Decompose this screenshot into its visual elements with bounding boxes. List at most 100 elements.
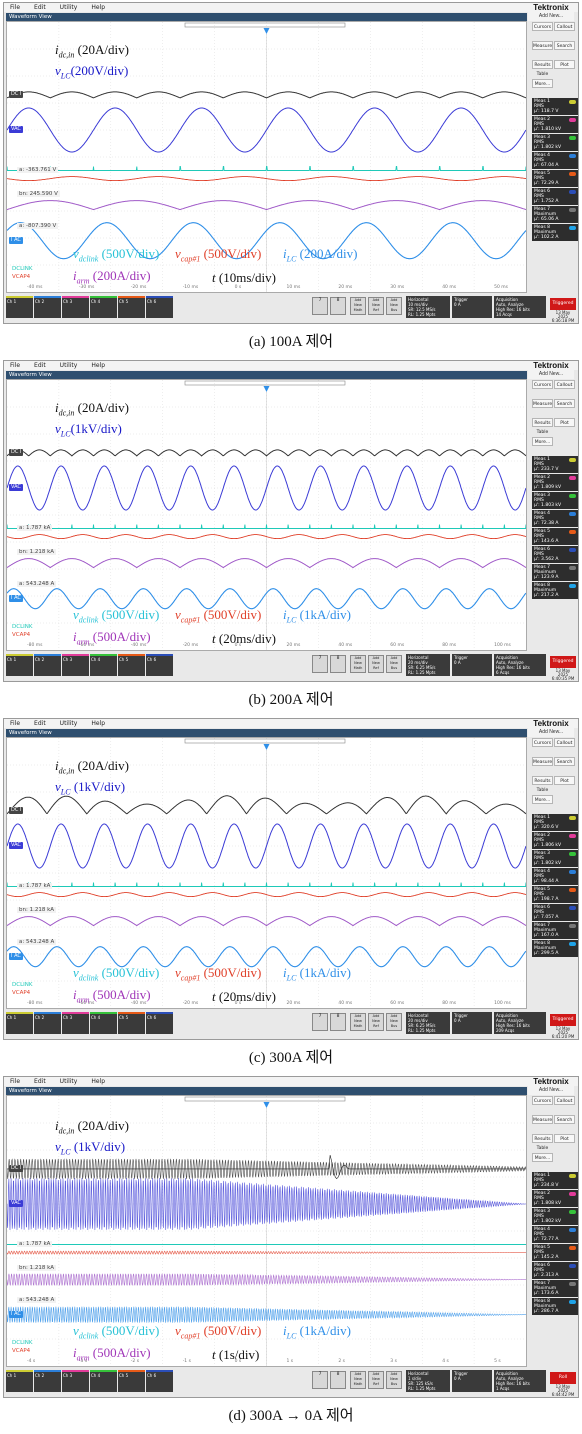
side-button-callout[interactable]: Callout: [554, 738, 575, 747]
add-new-bus-button[interactable]: Add New Bus: [386, 1371, 402, 1389]
channel-label-dci[interactable]: DC I: [9, 90, 24, 98]
button-8[interactable]: 8: [330, 1371, 346, 1389]
menu-item[interactable]: Help: [91, 1078, 106, 1085]
add-new-ref-button[interactable]: Add New Ref: [368, 297, 384, 315]
measurement-badge[interactable]: Meas 2 RMS μ': 1.810 kV: [532, 116, 578, 133]
menu-item[interactable]: Utility: [59, 1078, 78, 1085]
channel-badge-4[interactable]: Ch 4: [90, 296, 117, 318]
acquisition-settings[interactable]: Acquisition Auto, Analyze High Res: 16 bit…: [494, 654, 546, 676]
side-button-search[interactable]: Search: [554, 1115, 575, 1124]
menu-item[interactable]: Edit: [34, 4, 46, 11]
channel-badge-2[interactable]: Ch 2: [34, 296, 61, 318]
side-button-plot[interactable]: Plot: [554, 776, 575, 785]
measurement-badge[interactable]: Meas 3 RMS μ': 1.802 kV: [532, 134, 578, 151]
channel-badge-3[interactable]: Ch 3: [62, 1012, 89, 1034]
channel-badge-5[interactable]: Ch 5: [118, 1012, 145, 1034]
side-button-callout[interactable]: Callout: [554, 1096, 575, 1105]
measurement-badge[interactable]: Meas 1 RMS μ': 234.8 V: [532, 1172, 578, 1189]
channel-label-iac[interactable]: I AC: [9, 1310, 23, 1318]
channel-badge-5[interactable]: Ch 5: [118, 296, 145, 318]
channel-label-vac[interactable]: VAC: [9, 1200, 23, 1207]
channel-badge-4[interactable]: Ch 4: [90, 654, 117, 676]
channel-badge-1[interactable]: Ch 1: [6, 1370, 33, 1392]
side-button-results-table[interactable]: Results Table: [532, 60, 553, 77]
add-new-math-button[interactable]: Add New Math: [350, 1013, 366, 1031]
menu-item[interactable]: Utility: [59, 4, 78, 11]
button-8[interactable]: 8: [330, 297, 346, 315]
measurement-badge[interactable]: Meas 3 RMS μ': 1.802 kV: [532, 850, 578, 867]
channel-badge-3[interactable]: Ch 3: [62, 654, 89, 676]
add-new-ref-button[interactable]: Add New Ref: [368, 1371, 384, 1389]
channel-badge-6[interactable]: Ch 6: [146, 1012, 173, 1034]
button-7[interactable]: 7: [312, 1371, 328, 1389]
side-button-plot[interactable]: Plot: [554, 1134, 575, 1143]
channel-label-iac[interactable]: I AC: [9, 952, 23, 960]
side-button-callout[interactable]: Callout: [554, 22, 575, 31]
add-new-button[interactable]: Add New...: [538, 371, 564, 377]
add-new-ref-button[interactable]: Add New Ref: [368, 1013, 384, 1031]
channel-label-iac[interactable]: I AC: [9, 236, 23, 244]
measurement-badge[interactable]: Meas 3 RMS μ': 1.802 kV: [532, 1208, 578, 1225]
channel-badge-3[interactable]: Ch 3: [62, 1370, 89, 1392]
side-button-search[interactable]: Search: [554, 41, 575, 50]
measurement-badge[interactable]: Meas 7 Maximum μ': 167.0 A: [532, 922, 578, 939]
menu-item[interactable]: File: [10, 1078, 21, 1085]
side-button-search[interactable]: Search: [554, 399, 575, 408]
channel-label-dci[interactable]: DC I: [9, 448, 24, 456]
channel-badge-2[interactable]: Ch 2: [34, 1370, 61, 1392]
button-7[interactable]: 7: [312, 655, 328, 673]
side-button-cursors[interactable]: Cursors: [532, 380, 553, 389]
menu-item[interactable]: Edit: [34, 1078, 46, 1085]
channel-badge-4[interactable]: Ch 4: [90, 1012, 117, 1034]
button-8[interactable]: 8: [330, 1013, 346, 1031]
horizontal-settings[interactable]: Horizontal 10 ms/div SR: 12.5 MS/s RL: 1.25…: [406, 296, 450, 318]
add-new-math-button[interactable]: Add New Math: [350, 655, 366, 673]
add-new-bus-button[interactable]: Add New Bus: [386, 655, 402, 673]
trigger-settings[interactable]: Trigger 0 A: [452, 1370, 492, 1392]
button-7[interactable]: 7: [312, 297, 328, 315]
channel-badge-1[interactable]: Ch 1: [6, 654, 33, 676]
menu-item[interactable]: File: [10, 362, 21, 369]
measurement-badge[interactable]: Meas 2 RMS μ': 1.806 kV: [532, 832, 578, 849]
side-button-cursors[interactable]: Cursors: [532, 1096, 553, 1105]
channel-badge-5[interactable]: Ch 5: [118, 1370, 145, 1392]
measurement-badge[interactable]: Meas 5 RMS μ': 145.2 A: [532, 1244, 578, 1261]
measurement-badge[interactable]: Meas 1 RMS μ': 118.7 V: [532, 98, 578, 115]
channel-label-dci[interactable]: DC I: [9, 806, 24, 814]
add-new-math-button[interactable]: Add New Math: [350, 1371, 366, 1389]
menu-item[interactable]: Help: [91, 720, 106, 727]
side-button-search[interactable]: Search: [554, 757, 575, 766]
trigger-settings[interactable]: Trigger 0 A: [452, 1012, 492, 1034]
measurement-badge[interactable]: Meas 3 RMS μ': 1.803 kV: [532, 492, 578, 509]
add-new-ref-button[interactable]: Add New Ref: [368, 655, 384, 673]
add-new-bus-button[interactable]: Add New Bus: [386, 1013, 402, 1031]
measurement-badge[interactable]: Meas 4 RMS μ': 72.77 A: [532, 1226, 578, 1243]
measurement-badge[interactable]: Meas 8 Maximum μ': 217.2 A: [532, 582, 578, 599]
acquisition-settings[interactable]: Acquisition Auto, Analyze High Res: 16 bit…: [494, 1370, 546, 1392]
measurement-badge[interactable]: Meas 8 Maximum μ': 286.7 A: [532, 1298, 578, 1315]
trigger-status-badge[interactable]: Triggered: [550, 1014, 576, 1026]
channel-badge-6[interactable]: Ch 6: [146, 296, 173, 318]
trigger-status-badge[interactable]: Roll: [550, 1372, 576, 1384]
channel-badge-3[interactable]: Ch 3: [62, 296, 89, 318]
measurement-badge[interactable]: Meas 4 RMS μ': 67.04 A: [532, 152, 578, 169]
channel-label-vac[interactable]: VAC: [9, 842, 23, 849]
side-button-measure[interactable]: Measure: [532, 41, 553, 50]
measurement-badge[interactable]: Meas 6 RMS μ': 1.752 A: [532, 188, 578, 205]
menu-item[interactable]: Utility: [59, 720, 78, 727]
horizontal-settings[interactable]: Horizontal 1 s/div SR: 125 kS/s RL: 1.25 Mp…: [406, 1370, 450, 1392]
acquisition-settings[interactable]: Acquisition Auto, Analyze High Res: 16 bit…: [494, 1012, 546, 1034]
measurement-badge[interactable]: Meas 2 RMS μ': 1.808 kV: [532, 1190, 578, 1207]
add-new-math-button[interactable]: Add New Math: [350, 297, 366, 315]
side-button-more[interactable]: More...: [532, 437, 553, 446]
side-button-more[interactable]: More...: [532, 1153, 553, 1162]
channel-badge-6[interactable]: Ch 6: [146, 1370, 173, 1392]
measurement-badge[interactable]: Meas 5 RMS μ': 72.29 A: [532, 170, 578, 187]
side-button-results-table[interactable]: Results Table: [532, 1134, 553, 1151]
button-8[interactable]: 8: [330, 655, 346, 673]
menu-item[interactable]: Edit: [34, 720, 46, 727]
channel-label-dci[interactable]: DC I: [9, 1164, 24, 1172]
side-button-plot[interactable]: Plot: [554, 60, 575, 69]
measurement-badge[interactable]: Meas 7 Maximum μ': 173.6 A: [532, 1280, 578, 1297]
measurement-badge[interactable]: Meas 1 RMS μ': 233.7 V: [532, 456, 578, 473]
